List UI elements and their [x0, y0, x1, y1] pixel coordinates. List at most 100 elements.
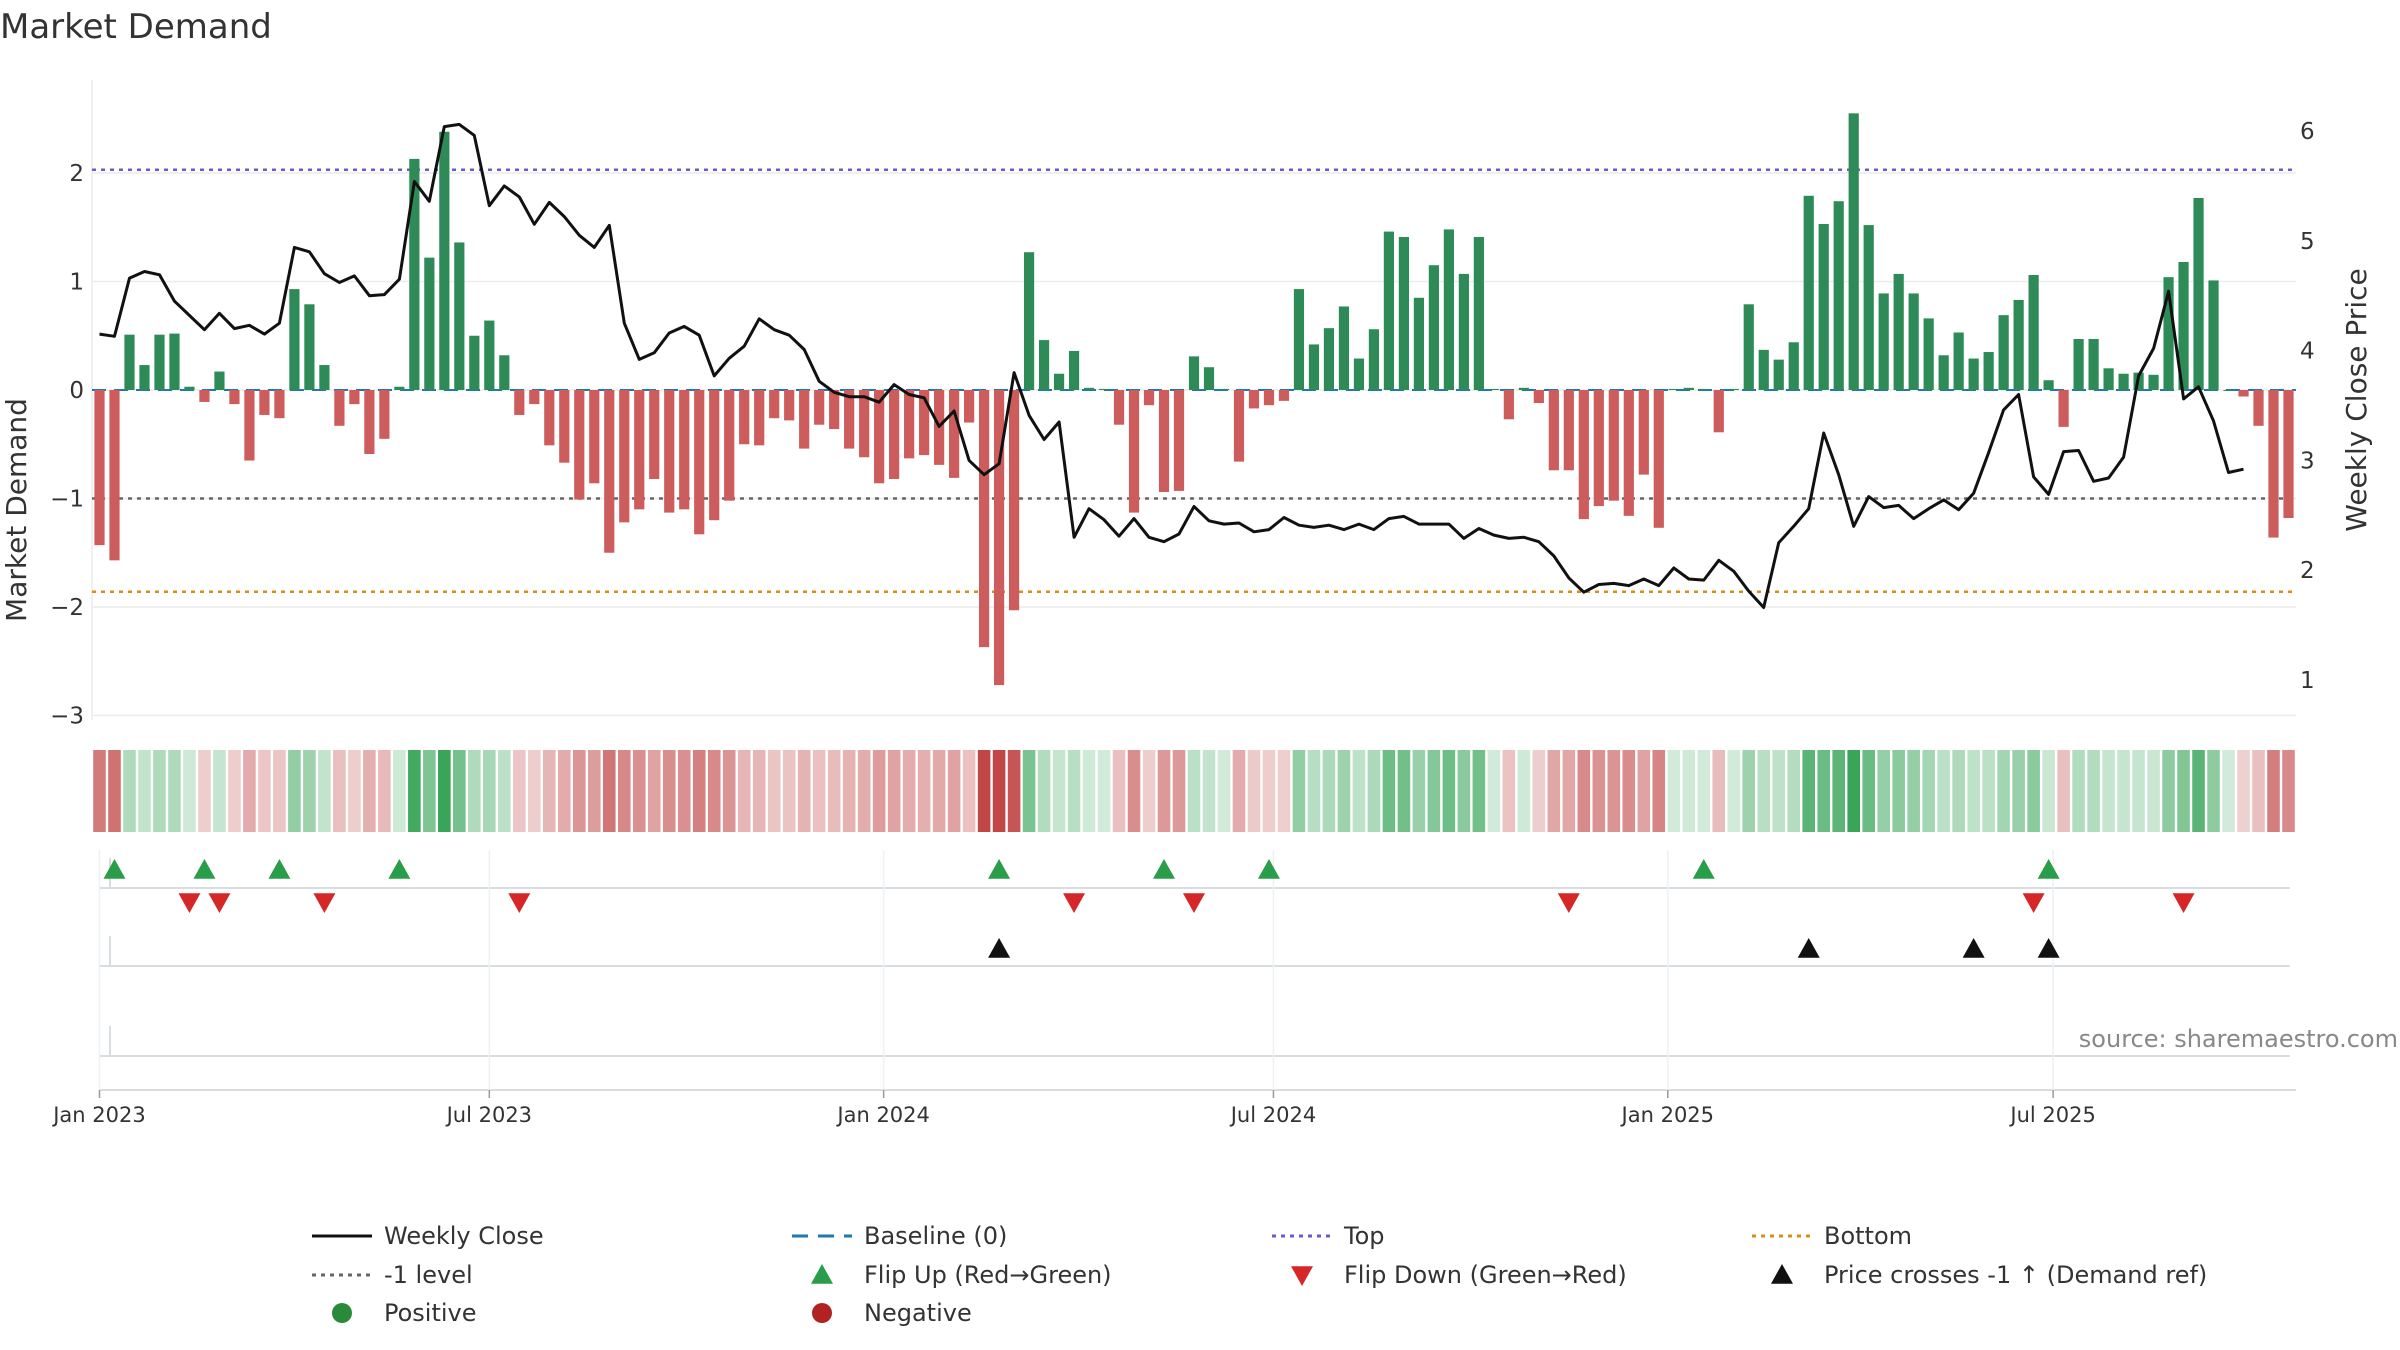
- demand-bar: [499, 355, 510, 390]
- demand-bar: [1938, 355, 1949, 390]
- demand-bar: [2253, 390, 2264, 426]
- legend-item: Top: [1272, 1222, 1385, 1250]
- demand-bar: [1953, 332, 1964, 390]
- demand-bar: [1548, 390, 1559, 471]
- legend-label: -1 level: [384, 1261, 473, 1289]
- heat-cell: [1022, 750, 1036, 832]
- demand-bar: [319, 365, 330, 390]
- demand-bar: [1113, 390, 1125, 425]
- demand-bar: [1518, 387, 1529, 390]
- demand-bar: [1968, 358, 1979, 390]
- heat-cell: [1472, 750, 1486, 832]
- heat-cell: [632, 750, 646, 832]
- heat-cell: [2252, 750, 2265, 832]
- right-axis-label: Weekly Close Price: [2340, 268, 2373, 531]
- demand-bar: [379, 390, 390, 439]
- demand-bar: [604, 390, 615, 553]
- flip-up-marker: [193, 859, 216, 879]
- heat-cell: [153, 750, 166, 832]
- demand-bar: [1413, 297, 1424, 390]
- demand-bar: [394, 386, 405, 390]
- price-cross-marker: [1797, 938, 1820, 958]
- demand-bar: [2088, 339, 2099, 390]
- heat-cell: [1457, 750, 1471, 832]
- heat-cell: [1652, 750, 1666, 832]
- demand-bar: [169, 333, 180, 390]
- heat-cell: [2162, 750, 2175, 832]
- heat-cell: [123, 750, 136, 832]
- right-axis-ticks: 6 5 4 3 2 1: [2300, 119, 2315, 694]
- heat-cell: [557, 750, 571, 832]
- heat-cell: [992, 750, 1006, 832]
- demand-bar: [1608, 390, 1619, 501]
- heat-cell: [1592, 750, 1606, 832]
- right-tick-label: 1: [2300, 668, 2315, 694]
- legend-label: Negative: [864, 1299, 972, 1327]
- demand-bar: [1893, 273, 1904, 390]
- demand-bar: [544, 390, 555, 446]
- heat-cell: [468, 750, 481, 832]
- heat-cell: [1907, 750, 1920, 832]
- demand-bar: [1533, 390, 1544, 404]
- heat-cell: [617, 750, 631, 832]
- heat-cell: [408, 750, 421, 832]
- demand-bar: [439, 131, 450, 390]
- demand-bar: [2073, 339, 2084, 390]
- flip-up-marker: [388, 859, 411, 879]
- demand-bar: [334, 390, 345, 426]
- x-tick-label: Jul 2024: [1229, 1103, 1316, 1127]
- legend-swatch: [812, 1303, 832, 1323]
- left-tick-label: −3: [50, 704, 84, 730]
- demand-bar: [799, 390, 810, 449]
- heat-cell: [1832, 750, 1846, 832]
- heat-cell: [228, 750, 241, 832]
- heat-cell: [2177, 750, 2190, 832]
- demand-bar: [1278, 390, 1290, 401]
- demand-bar: [1848, 113, 1859, 390]
- x-tick-label: Jan 2025: [1620, 1103, 1715, 1127]
- heat-cell: [198, 750, 211, 832]
- demand-bar: [1428, 265, 1439, 390]
- demand-bar: [859, 390, 870, 458]
- heat-cell: [93, 750, 106, 832]
- heat-cell: [2027, 750, 2040, 832]
- heat-cell: [1427, 750, 1441, 832]
- heat-cell: [1487, 750, 1501, 832]
- heat-cell: [2042, 750, 2055, 832]
- demand-bar: [559, 390, 570, 463]
- flip-up-marker: [103, 859, 126, 879]
- heat-cell: [423, 750, 436, 832]
- demand-bar: [2028, 274, 2039, 390]
- heat-cell: [1517, 750, 1531, 832]
- demand-bar: [1458, 273, 1469, 390]
- left-tick-label: 0: [69, 378, 84, 404]
- heat-cell: [453, 750, 466, 832]
- legend-swatch: [1771, 1264, 1793, 1284]
- legend-label: Flip Down (Green→Red): [1344, 1261, 1627, 1289]
- heat-cell: [1322, 750, 1336, 832]
- demand-bar: [724, 390, 735, 501]
- heat-cell: [767, 750, 781, 832]
- heat-cell: [917, 750, 931, 832]
- demand-bar: [1443, 229, 1454, 390]
- heat-cell: [542, 750, 556, 832]
- flip-down-marker: [178, 893, 201, 913]
- heat-cell: [303, 750, 316, 832]
- heat-cell: [1772, 750, 1786, 832]
- heat-cell: [1337, 750, 1351, 832]
- demand-bar: [1308, 344, 1320, 390]
- legend-swatch: [811, 1264, 833, 1284]
- demand-bar: [1983, 352, 1994, 390]
- heat-cell: [1952, 750, 1965, 832]
- left-tick-label: −2: [50, 595, 84, 621]
- grid: [91, 80, 2296, 1091]
- demand-bar: [1293, 289, 1305, 390]
- demand-bar: [1473, 237, 1484, 390]
- heat-cell: [1637, 750, 1651, 832]
- demand-bar: [1908, 293, 1919, 390]
- demand-bar: [769, 390, 780, 419]
- heat-cell: [1577, 750, 1591, 832]
- legend-label: Baseline (0): [864, 1222, 1007, 1250]
- demand-bar: [1098, 388, 1110, 390]
- weekly-close-line-group: [99, 122, 2244, 609]
